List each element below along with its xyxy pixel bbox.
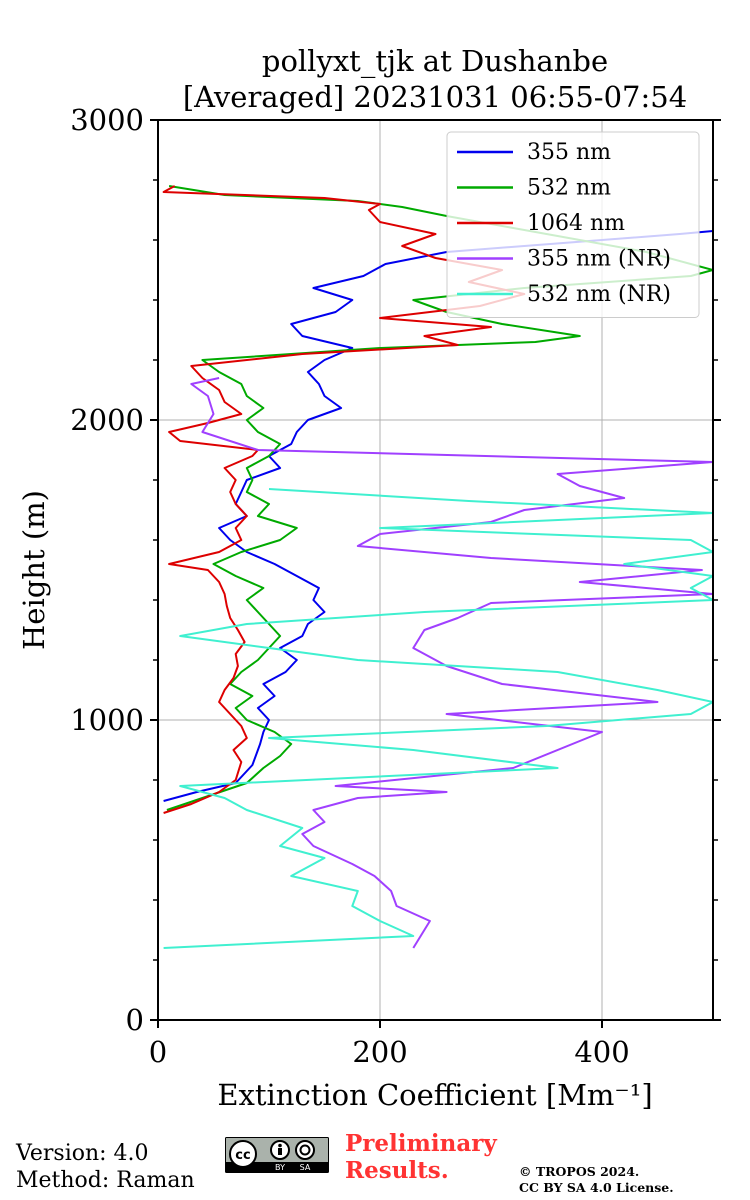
legend-label: 532 nm [527, 176, 611, 201]
version-text: Version: 4.0 [16, 1141, 149, 1166]
chart-title-line1: pollyxt_tjk at Dushanbe [262, 44, 608, 79]
svg-text:cc: cc [235, 1148, 250, 1163]
cc-sa-label: SA [300, 1163, 311, 1172]
series-line-355-nm-nr- [190, 377, 713, 949]
legend-box [446, 131, 700, 318]
legend-label: 355 nm (NR) [527, 247, 671, 272]
y-tick-label: 2000 [70, 403, 144, 437]
legend-label: 355 nm [527, 140, 611, 165]
cc-by-label: BY [275, 1163, 285, 1172]
y-tick-label: 3000 [70, 103, 144, 137]
preliminary-results-line1: Preliminary [345, 1130, 497, 1157]
legend-label: 532 nm (NR) [527, 282, 671, 307]
method-text: Method: Raman [16, 1168, 195, 1193]
cc-icon [229, 1140, 257, 1168]
preliminary-results-line2: Results. [345, 1157, 449, 1184]
legend: 355 nm 532 nm 1064 nm 355 nm (NR) 532 nm (NR… [446, 131, 700, 318]
cc-license-badge: cc BY SA [225, 1137, 329, 1173]
x-tick-label: 200 [352, 1035, 407, 1069]
series-line-532-nm-nr- [163, 488, 713, 949]
y-axis-label: Height (m) [17, 490, 51, 650]
legend-label: 1064 nm [527, 211, 625, 236]
x-tick-label: 0 [149, 1035, 167, 1069]
y-tick-label: 1000 [70, 703, 144, 737]
chart-title-line2: [Averaged] 20231031 06:55-07:54 [183, 80, 687, 114]
series-line-355-nm [163, 230, 713, 802]
axis-ticks: 0 200 400 0 1000 2000 3000 [70, 103, 721, 1069]
copyright-line2: CC BY SA 4.0 License. [519, 1180, 674, 1195]
x-axis-label: Extinction Coefficient [Mm⁻¹] [217, 1078, 652, 1112]
copyright-line1: © TROPOS 2024. [519, 1164, 640, 1179]
sa-icon [295, 1140, 315, 1160]
y-tick-label: 0 [126, 1003, 144, 1037]
plot-frame [157, 119, 714, 1021]
x-tick-label: 400 [574, 1035, 629, 1069]
